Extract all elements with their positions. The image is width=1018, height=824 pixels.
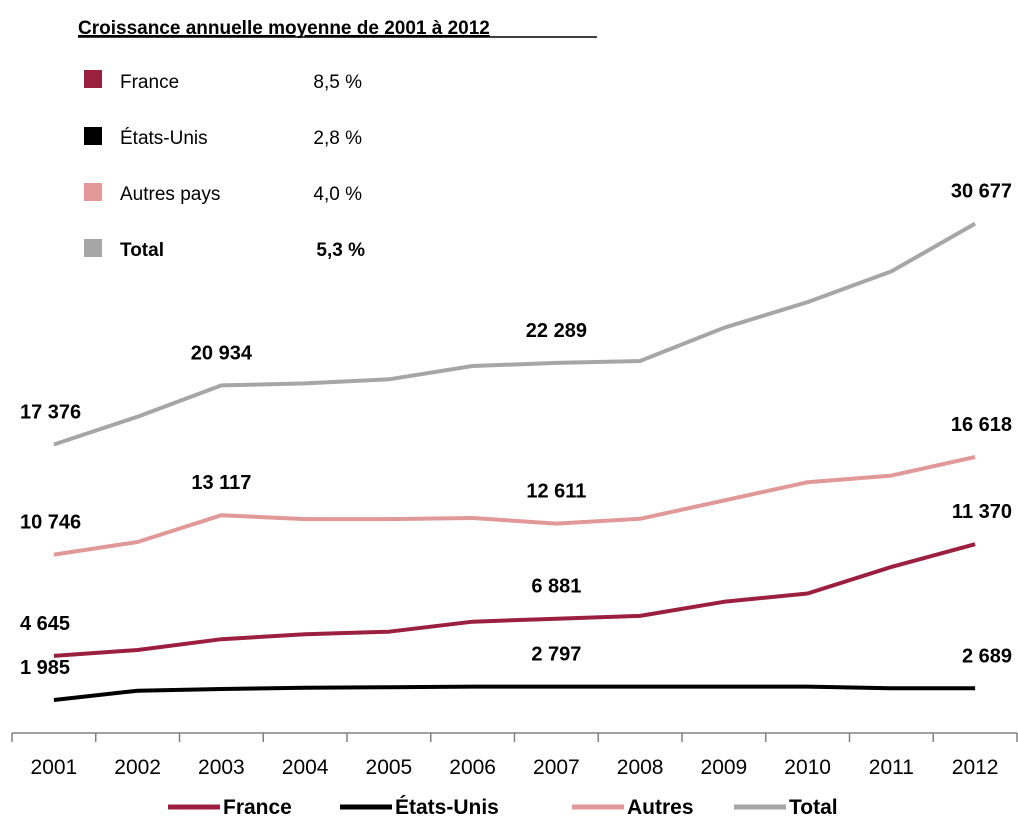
summary-label-etats-unis: États-Unis xyxy=(120,128,208,149)
data-label-0: 4 645 xyxy=(20,613,70,635)
x-tick-label-2007: 2007 xyxy=(533,756,580,779)
summary-swatch-france xyxy=(84,70,102,88)
x-tick-label-2008: 2008 xyxy=(617,756,664,779)
data-label-7: 13 117 xyxy=(191,472,251,494)
data-label-9: 16 618 xyxy=(951,414,1012,436)
legend-label-1: États-Unis xyxy=(395,796,499,819)
data-label-10: 17 376 xyxy=(20,401,81,423)
x-tick-label-2009: 2009 xyxy=(701,756,748,779)
summary-title: Croissance annuelle moyenne de 2001 à 20… xyxy=(78,18,490,39)
growth-summary: Croissance annuelle moyenne de 2001 à 20… xyxy=(78,18,597,261)
data-label-2: 11 370 xyxy=(952,501,1012,523)
data-label-1: 6 881 xyxy=(531,576,581,598)
series-line-1 xyxy=(53,684,976,702)
series-line-0 xyxy=(53,542,976,658)
legend-label-2: Autres xyxy=(627,796,694,819)
legend-label-3: Total xyxy=(789,796,838,819)
x-tick-label-2004: 2004 xyxy=(282,756,329,779)
data-label-12: 22 289 xyxy=(526,320,587,342)
x-tick-label-2001: 2001 xyxy=(31,756,78,779)
summary-value-france: 8,5 % xyxy=(313,72,362,93)
data-label-8: 12 611 xyxy=(526,481,586,503)
summary-value-total: 5,3 % xyxy=(316,240,365,261)
x-axis: 2001 2002 2003 2004 2005 2006 2007 2008 2009 2010… xyxy=(11,732,1018,779)
summary-label-total: Total xyxy=(120,240,164,261)
x-tick-label-2003: 2003 xyxy=(198,756,245,779)
summary-swatch-etats-unis xyxy=(84,127,102,145)
data-label-3: 1 985 xyxy=(20,657,70,679)
series-line-3 xyxy=(53,221,977,447)
legend-label-0: France xyxy=(223,796,292,819)
series-line-2 xyxy=(53,455,976,557)
series-lines xyxy=(53,221,977,702)
summary-value-autres: 4,0 % xyxy=(313,184,362,205)
data-label-11: 20 934 xyxy=(191,342,253,364)
x-tick-label-2010: 2010 xyxy=(784,756,831,779)
x-tick-label-2006: 2006 xyxy=(449,756,496,779)
data-label-5: 2 689 xyxy=(962,645,1012,667)
summary-swatch-total xyxy=(84,239,102,257)
data-label-13: 30 677 xyxy=(951,181,1012,203)
summary-value-etats-unis: 2,8 % xyxy=(313,128,362,149)
x-tick-label-2005: 2005 xyxy=(366,756,413,779)
summary-label-autres: Autres pays xyxy=(120,184,220,205)
x-tick-label-2012: 2012 xyxy=(952,756,999,779)
summary-swatch-autres xyxy=(84,183,102,201)
x-tick-label-2002: 2002 xyxy=(114,756,161,779)
x-tick-label-2011: 2011 xyxy=(869,756,914,779)
legend: France États-Unis Autres Total xyxy=(168,796,838,819)
summary-label-france: France xyxy=(120,72,179,93)
data-label-4: 2 797 xyxy=(531,644,581,666)
data-labels: 4 645 6 881 11 370 1 985 2 797 2 689 10 746 13 … xyxy=(20,181,1012,679)
data-label-6: 10 746 xyxy=(20,512,81,534)
